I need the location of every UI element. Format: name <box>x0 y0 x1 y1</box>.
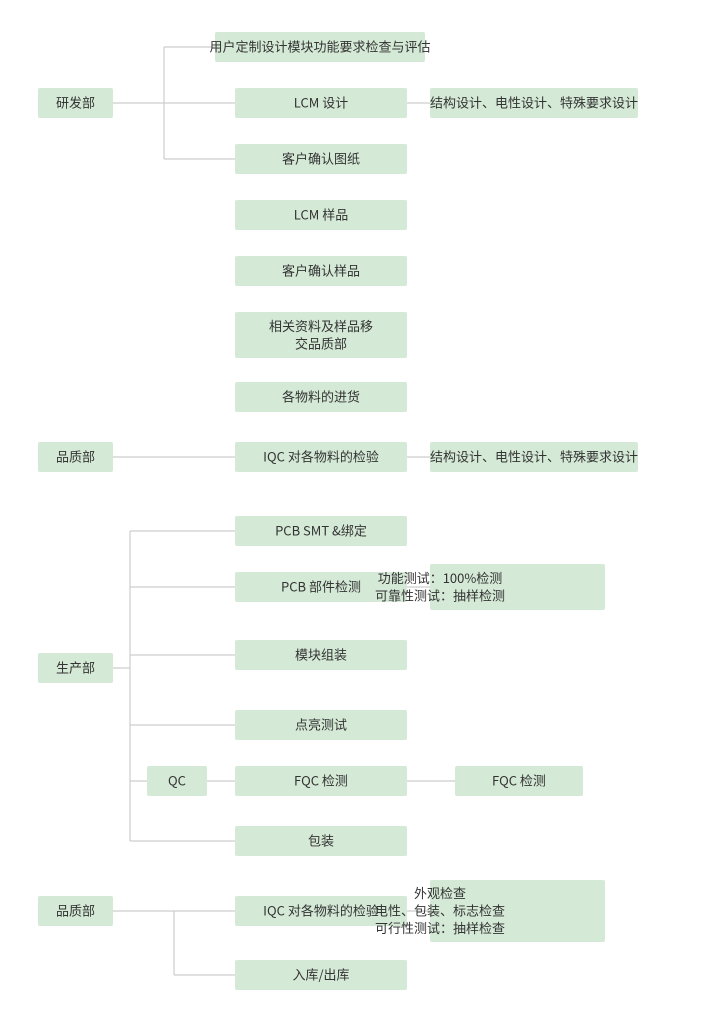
node-label: 生产部 <box>56 658 95 677</box>
node-n2: 用户定制设计模块功能要求检查与评估 <box>209 32 430 62</box>
node-n5: LCM 样品 <box>235 200 407 230</box>
node-label: 客户确认图纸 <box>282 149 360 168</box>
flow-diagram: 研发部用户定制设计模块功能要求检查与评估LCM 设计结构设计、电性设计、特殊要求… <box>0 0 710 1020</box>
node-n7: 相关资料及样品移交品质部 <box>235 312 407 358</box>
node-label: PCB 部件检测 <box>281 577 361 596</box>
node-label: 各物料的进货 <box>282 387 360 406</box>
node-qa1: 品质部 <box>38 442 113 472</box>
node-iq1r: 结构设计、电性设计、特殊要求设计 <box>430 442 638 472</box>
node-label: 相关资料及样品移 <box>269 316 373 335</box>
node-n8: 各物料的进货 <box>235 382 407 412</box>
node-label: 结构设计、电性设计、特殊要求设计 <box>430 93 638 112</box>
node-label: QC <box>168 771 186 790</box>
node-label: PCB SMT &绑定 <box>275 521 367 540</box>
node-label: FQC 检测 <box>492 771 546 790</box>
node-label: 用户定制设计模块功能要求检查与评估 <box>209 37 430 56</box>
node-label: IQC 对各物料的检验 <box>263 447 379 466</box>
node-prod: 生产部 <box>38 653 113 683</box>
node-label: 可靠性测试：抽样检测 <box>375 585 505 604</box>
node-p2r: 功能测试：100%检测可靠性测试：抽样检测 <box>375 564 605 610</box>
node-label: 电性、包装、标志检查 <box>375 901 505 920</box>
node-label: 品质部 <box>56 447 95 466</box>
node-iq1: IQC 对各物料的检验 <box>235 442 407 472</box>
node-label: 外观检查 <box>414 883 466 902</box>
node-n4: 客户确认图纸 <box>235 144 407 174</box>
node-p1: PCB SMT &绑定 <box>235 516 407 546</box>
node-p5: FQC 检测 <box>235 766 407 796</box>
node-p6: 包装 <box>235 826 407 856</box>
node-label: 入库/出库 <box>292 965 349 984</box>
node-p5r: FQC 检测 <box>455 766 583 796</box>
node-label: 结构设计、电性设计、特殊要求设计 <box>430 447 638 466</box>
node-iq2r: 外观检查电性、包装、标志检查可行性测试：抽样检查 <box>375 880 605 942</box>
node-label: LCM 样品 <box>294 205 348 224</box>
node-label: 品质部 <box>56 901 95 920</box>
node-qc: QC <box>147 766 207 796</box>
node-label: 交品质部 <box>295 333 347 352</box>
node-label: FQC 检测 <box>294 771 348 790</box>
node-p3: 模块组装 <box>235 640 407 670</box>
node-label: 模块组装 <box>295 645 347 664</box>
node-n1: 研发部 <box>38 88 113 118</box>
node-label: 可行性测试：抽样检查 <box>375 918 505 937</box>
node-label: 点亮测试 <box>295 715 347 734</box>
node-n6: 客户确认样品 <box>235 256 407 286</box>
node-label: 功能测试：100%检测 <box>378 568 503 587</box>
node-label: LCM 设计 <box>294 93 348 112</box>
node-label: 包装 <box>308 831 334 850</box>
node-p4: 点亮测试 <box>235 710 407 740</box>
node-label: 客户确认样品 <box>282 261 360 280</box>
node-qa2: 品质部 <box>38 896 113 926</box>
node-label: 研发部 <box>56 93 95 112</box>
node-n3r: 结构设计、电性设计、特殊要求设计 <box>430 88 638 118</box>
node-io: 入库/出库 <box>235 960 407 990</box>
node-label: IQC 对各物料的检验 <box>263 901 379 920</box>
node-n3: LCM 设计 <box>235 88 407 118</box>
nodes: 研发部用户定制设计模块功能要求检查与评估LCM 设计结构设计、电性设计、特殊要求… <box>38 32 638 990</box>
